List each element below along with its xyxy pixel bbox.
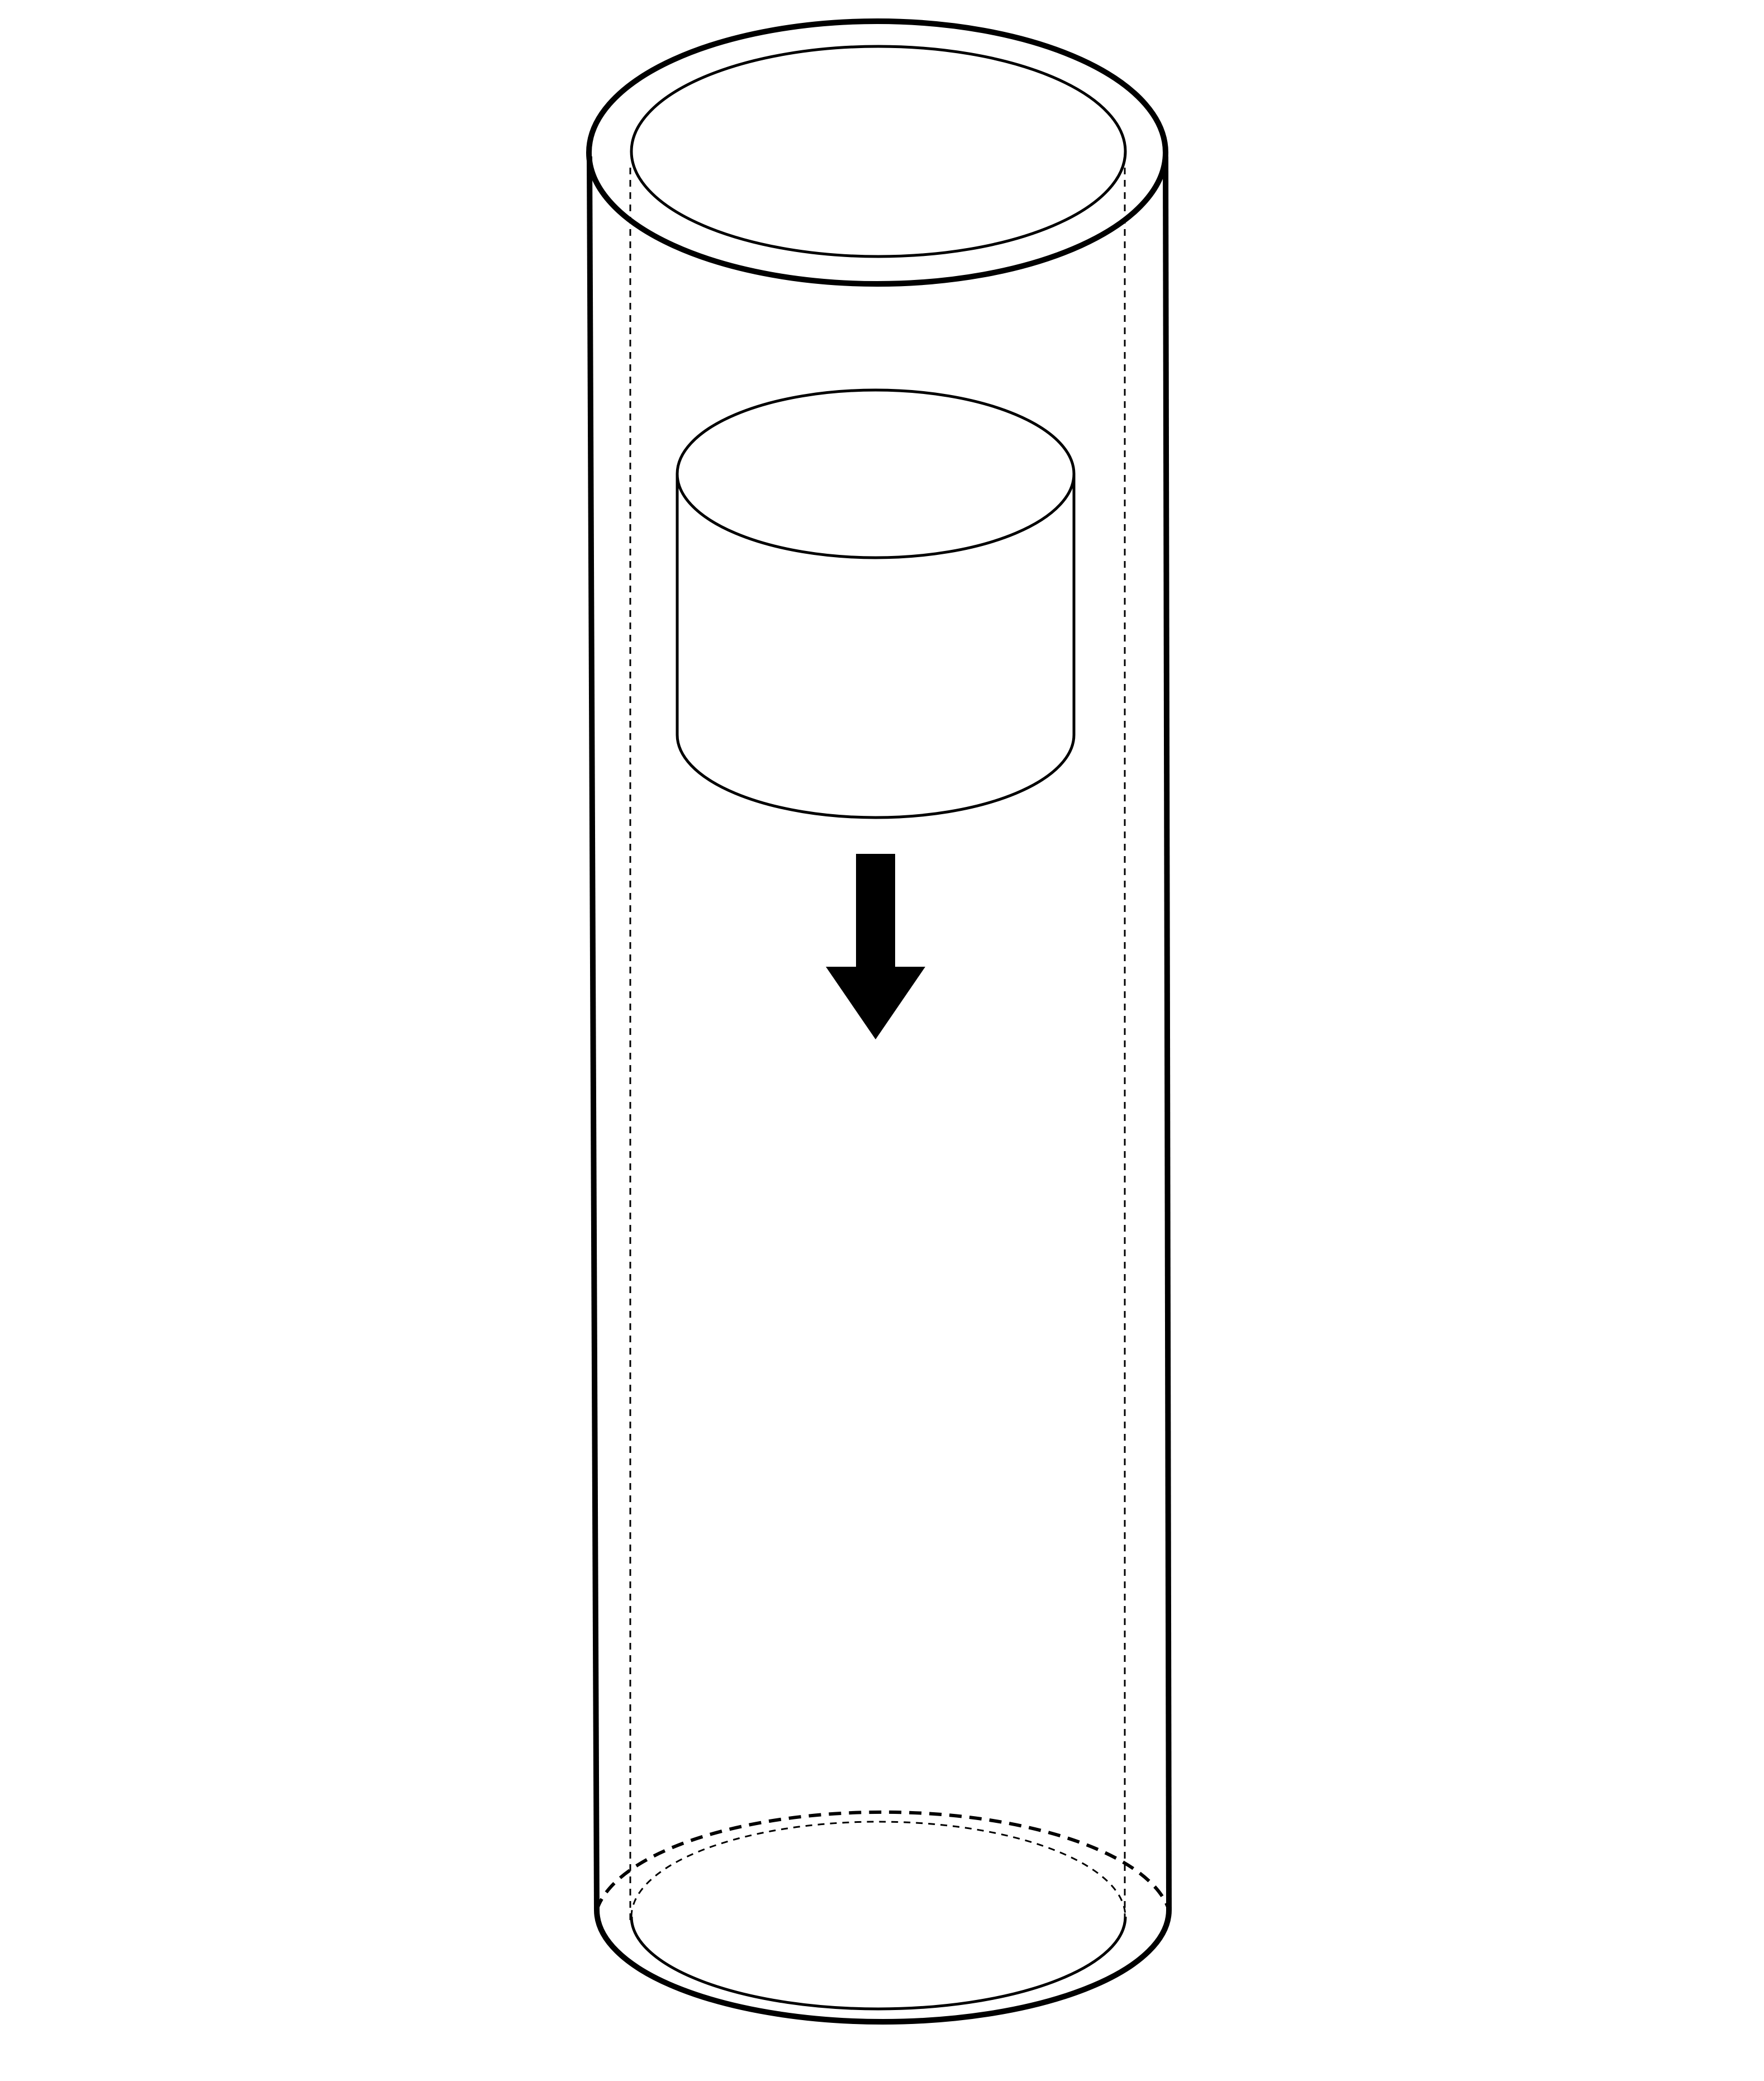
down-arrow-icon — [826, 854, 925, 1039]
bottom-inner-back-arc — [630, 1821, 1126, 1917]
tube-bottom-rim — [594, 1810, 1172, 2025]
down-arrow-head — [826, 967, 925, 1039]
bottom-outer-back-arc — [595, 1810, 1171, 1911]
cylinder-body — [676, 474, 1076, 819]
down-arrow-shaft — [856, 854, 895, 971]
cylinder-top-face — [676, 388, 1076, 559]
top-inner-ellipse — [630, 45, 1127, 258]
hidden-inner-walls — [629, 168, 1126, 1922]
outer-tube-left-wall — [587, 156, 600, 1911]
bottom-outer-front-arc — [594, 1909, 1172, 2025]
falling-cylinder — [676, 388, 1076, 819]
tube-top-rim — [586, 18, 1168, 287]
top-outer-ellipse — [586, 18, 1168, 287]
bottom-inner-front-arc — [630, 1916, 1127, 2011]
outer-tube — [587, 156, 1172, 1911]
outer-tube-right-wall — [1163, 156, 1172, 1911]
